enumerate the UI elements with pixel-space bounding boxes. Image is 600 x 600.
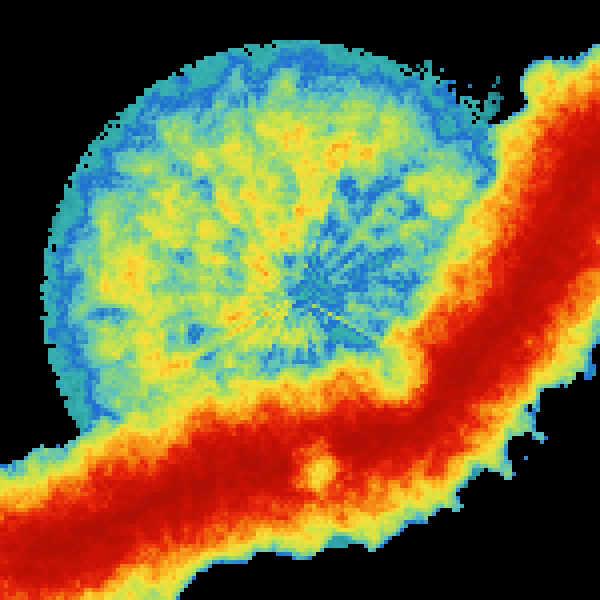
- radar-image-container: Radar Reflectivity Plan Position Indicat…: [0, 0, 600, 600]
- radar-reflectivity-heatmap: [0, 0, 600, 600]
